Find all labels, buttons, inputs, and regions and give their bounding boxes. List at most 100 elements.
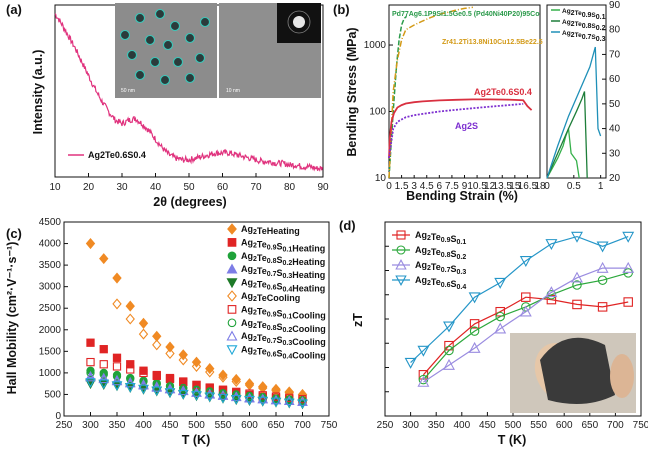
panel-b-inset-legend-label: Ag2Te0.9S0.1	[562, 8, 606, 21]
panel-c-ytick-label: 3000	[39, 282, 62, 293]
panel-b-ytick-label: 100	[369, 107, 386, 118]
panel-c-point	[139, 366, 148, 375]
panel-c-point	[85, 378, 96, 388]
panel-c-legend-label: Ag2Te0.7S0.3Heating	[241, 264, 325, 280]
panel-c-ytick-label: 500	[44, 389, 61, 400]
panel-d-point	[494, 277, 507, 289]
panel-c-point	[231, 375, 241, 388]
panel-b-inset-legend-label: Ag2Te0.7S0.3	[562, 30, 606, 43]
panel-d-legend-label: Ag2Te0.8S0.2	[415, 245, 466, 261]
panel-c-legend-marker	[226, 263, 238, 274]
panel-c-point	[271, 392, 281, 401]
panel-c-ytick-label: 2000	[39, 325, 62, 336]
panel-c-point	[138, 328, 149, 340]
tem-nanoparticle	[194, 52, 206, 64]
panel-c-ytick-label: 3500	[39, 260, 62, 271]
panel-c-point	[152, 379, 161, 389]
panel-c-ytick-label: 4500	[39, 217, 62, 228]
panel-c-point	[165, 347, 175, 360]
panel-c-point	[270, 394, 282, 405]
panel-c-point	[217, 393, 229, 404]
panel-c-label: (c)	[6, 226, 22, 241]
panel-b-inset-xtick-label: 0	[544, 181, 550, 192]
panel-a-xticks: 10 20 30 40 50 60 70 80 90	[49, 173, 329, 193]
panel-c-point	[217, 390, 229, 400]
panel-c-point	[111, 375, 123, 386]
panel-d-xtick-label: 550	[530, 420, 547, 431]
panel-b-xtick-label: 7.5	[445, 181, 459, 192]
panel-b-inset-ytick-label: 50	[609, 99, 621, 110]
panel-d-point	[495, 311, 505, 322]
panel-b-xtick-label: 0	[386, 181, 392, 192]
panel-a-label: (a)	[6, 2, 22, 17]
panel-a-xtick-label: 60	[217, 182, 229, 193]
panel-d-point	[468, 292, 481, 304]
panel-b-xtick-label: 6	[437, 181, 443, 192]
panel-a-xtick-label: 10	[49, 182, 61, 193]
panel-c-xtick-label: 350	[109, 420, 126, 431]
panel-d-point	[468, 341, 481, 353]
panel-d-point	[469, 326, 480, 336]
panel-c-point	[112, 353, 122, 362]
panel-c-legend-marker	[226, 278, 238, 289]
panel-c-point	[205, 387, 214, 397]
panel-c-point	[205, 363, 215, 375]
panel-b-xtick-label: 12	[484, 181, 496, 192]
panel-c-point	[125, 300, 135, 312]
panel-c-point	[204, 392, 215, 403]
panel-c-point	[231, 395, 242, 405]
panel-c-point	[99, 370, 108, 379]
panel-c-point	[244, 378, 255, 390]
tem-nanoparticle	[134, 69, 146, 81]
panel-c-ytick-label: 2500	[39, 303, 62, 314]
panel-d-point	[417, 375, 430, 387]
tem-nanoparticle	[144, 34, 156, 46]
tem-nanoparticle	[119, 29, 131, 41]
panel-c-point	[191, 360, 202, 372]
panel-a-xtick-label: 90	[317, 182, 329, 193]
panel-c-legend-label: Ag2Te0.6S0.4Heating	[241, 278, 325, 294]
panel-c-ytick-label: 1000	[39, 368, 62, 379]
panel-c-point	[218, 371, 228, 383]
panel-c-point	[165, 341, 175, 353]
panel-d-point	[623, 268, 633, 278]
panel-c-point	[151, 386, 162, 397]
panel-d-point	[519, 256, 532, 267]
tem-nanoparticle	[169, 20, 181, 32]
panel-b-ytick-label: 1000	[364, 40, 387, 51]
panel-b-inset-frame	[546, 4, 607, 179]
panel-d-xtick-label: 600	[556, 420, 573, 431]
panel-d-point	[572, 280, 582, 290]
panel-b-inset-xtick-label: 1	[598, 181, 604, 192]
panel-c-point	[165, 382, 175, 391]
panel-c-legend-label: Ag2TeCooling	[241, 291, 300, 303]
panel-d-legend-marker	[396, 230, 406, 240]
panel-c-point	[191, 391, 202, 401]
panel-c-ytick-label: 1500	[39, 346, 62, 357]
panel-c-xtick-label: 400	[135, 420, 152, 431]
panel-c-point	[257, 396, 268, 407]
panel-c-point	[126, 360, 135, 369]
panel-c-point	[258, 391, 267, 400]
panel-b-xtick-label: 15	[509, 181, 521, 192]
panel-d-point	[596, 241, 609, 253]
panel-c-point	[205, 366, 215, 378]
tem-nanoparticle	[154, 8, 166, 20]
panel-d-point	[494, 322, 507, 334]
panel-c-xtick-label: 250	[56, 420, 73, 431]
panel-a-xtick-label: 50	[183, 182, 195, 193]
panel-d-series-line	[422, 296, 629, 376]
panel-b-label-ag2s: Ag2S	[455, 121, 478, 131]
panel-b-xtick-label: 10.5	[467, 181, 487, 192]
panel-c-point	[191, 387, 202, 397]
panel-b-label-pd: Pd77Ag6.1P9Si1.5Ge0.5 (Pd40Ni40P20)95Co	[392, 11, 539, 18]
panel-d-xtick-label: 700	[607, 420, 624, 431]
panel-c-legend-marker	[226, 330, 238, 341]
panel-d-point	[521, 292, 531, 302]
panel-b-label-agtes: Ag2Te0.6S0.4	[474, 87, 532, 97]
panel-c-point	[231, 373, 241, 385]
panel-d-legend-label: Ag2Te0.9S0.1	[415, 230, 466, 246]
panel-d-point	[572, 299, 582, 310]
